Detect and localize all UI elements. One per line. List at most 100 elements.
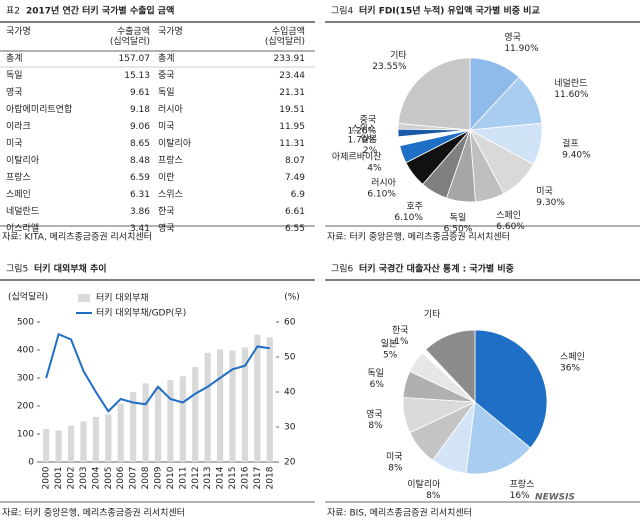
x-tick-label: 2017 <box>253 467 263 490</box>
table-value: 6.55 <box>284 224 305 234</box>
slice-label: 중국 <box>360 115 377 126</box>
table-country: 미국 <box>158 122 175 132</box>
bar <box>67 425 75 462</box>
y-tick-label: 0 <box>28 458 34 468</box>
x-tick-label: 2000 <box>42 466 52 489</box>
slice-value-label: 2% <box>363 146 378 156</box>
table-country: 프랑스 <box>6 173 31 183</box>
table-country: 영국 <box>6 88 23 98</box>
x-tick-label: 2011 <box>178 467 188 490</box>
table-country: 스위스 <box>158 190 183 200</box>
slice-label: 네덜란드 <box>554 77 587 89</box>
bar <box>80 421 87 462</box>
table-country: 이스라엘 <box>6 224 40 234</box>
legend-swatch <box>78 294 90 302</box>
slice-label: 이탈리아 <box>407 479 441 490</box>
slice-value-label: 5% <box>383 351 398 361</box>
table-value: 157.07 <box>118 54 151 64</box>
panel-tag: 표2 <box>6 7 20 17</box>
pie-slice <box>397 57 471 131</box>
slice-label: 일본 <box>361 134 378 145</box>
legend-label: 터키 대외부채 <box>96 292 149 304</box>
table-country: 영국 <box>158 224 175 234</box>
slice-label: 스위스 <box>351 123 376 134</box>
legend-label: 터키 대외부채/GDP(우) <box>96 307 186 319</box>
x-tick-label: 2001 <box>54 467 64 490</box>
source: 자료: 터키 중앙은행, 메리츠종금증권 리서치센터 <box>327 231 510 243</box>
slice-label: 미국 <box>536 186 553 197</box>
panel-title: 터키 FDI(15년 누적) 유입액 국가별 비중 비교 <box>359 5 540 17</box>
table-header: 수출금액 (십억달러) <box>109 27 150 47</box>
table-value: 9.06 <box>129 122 150 132</box>
table-value: 3.41 <box>129 224 150 234</box>
slice-value-label: 8% <box>368 421 383 431</box>
x-tick-label: 2009 <box>154 466 164 489</box>
bar <box>192 367 199 462</box>
bar <box>179 376 186 462</box>
table-country: 중국 <box>158 71 175 81</box>
slice-label: 프랑스 <box>510 478 535 490</box>
bar <box>241 347 249 462</box>
table-country: 네덜란드 <box>6 207 40 217</box>
y-tick-label: 500 <box>17 318 34 328</box>
y2-tick-label: 30 <box>284 423 296 433</box>
y2-tick-label: 20 <box>284 458 296 468</box>
slice-label: 미국 <box>386 451 403 462</box>
table-value: 15.13 <box>124 71 150 81</box>
x-tick-label: 2004 <box>91 466 101 489</box>
x-tick-label: 2018 <box>265 466 275 489</box>
slice-value-label: 11.90% <box>504 44 539 54</box>
slice-label: 아제르바이잔 <box>332 151 382 162</box>
line <box>45 332 270 413</box>
bar <box>167 380 174 462</box>
table-country: 아랍에미리트연합 <box>6 105 73 115</box>
x-tick-label: 2015 <box>228 467 238 490</box>
bar <box>229 350 236 462</box>
pie-slice <box>474 329 548 449</box>
y-tick-label: 100 <box>17 430 34 440</box>
table-value: 6.59 <box>129 173 150 183</box>
table-value: 11.31 <box>279 139 305 149</box>
table-value: 7.49 <box>284 173 305 183</box>
table-country: 한국 <box>158 207 175 217</box>
slice-value-label: 4% <box>367 163 382 173</box>
slice-label: 스페인 <box>560 351 585 362</box>
table-value: 11.95 <box>279 122 305 132</box>
watermark: NEWSIS <box>535 493 575 503</box>
slice-label: 독일 <box>367 368 384 379</box>
slice-label: 걸프 <box>562 138 579 149</box>
slice-value-label: 9.30% <box>536 198 565 208</box>
table-country: 스페인 <box>6 190 31 200</box>
table-country: 이란 <box>158 173 175 183</box>
table-country: 총계 <box>6 54 23 64</box>
bar <box>117 403 124 462</box>
table-value: 8.65 <box>129 139 150 149</box>
panel-title: 터키 대외부채 추이 <box>34 263 107 275</box>
panel-title: 2017년 연간 터키 국가별 수출입 금액 <box>26 5 174 17</box>
table-value: 8.48 <box>129 156 150 166</box>
x-tick-label: 2005 <box>104 467 114 490</box>
x-tick-label: 2010 <box>166 466 176 489</box>
bar <box>204 352 211 462</box>
bar <box>142 383 149 462</box>
bar <box>130 392 137 462</box>
x-tick-label: 2003 <box>79 467 89 490</box>
slice-label: 독일 <box>450 213 467 224</box>
table-country: 독일 <box>6 71 23 81</box>
slice-value-label: 6.10% <box>367 189 396 199</box>
slice-value-label: 6.10% <box>394 213 423 223</box>
table-value: 6.61 <box>284 207 305 217</box>
bar <box>92 416 99 462</box>
table-value: 21.31 <box>279 88 305 98</box>
pie-slice <box>425 329 476 404</box>
slice-value-label: 6.60% <box>496 222 525 232</box>
table-value: 9.61 <box>129 88 150 98</box>
bar <box>43 428 50 462</box>
source: 자료: KITA, 메리츠종금증권 리서치센터 <box>2 231 152 243</box>
y2-tick-label: 50 <box>284 353 296 363</box>
table-value: 19.51 <box>279 105 305 115</box>
table-country: 독일 <box>158 88 175 98</box>
y2-tick-label: 40 <box>284 388 296 398</box>
panel-tag: 그림5 <box>6 263 28 275</box>
